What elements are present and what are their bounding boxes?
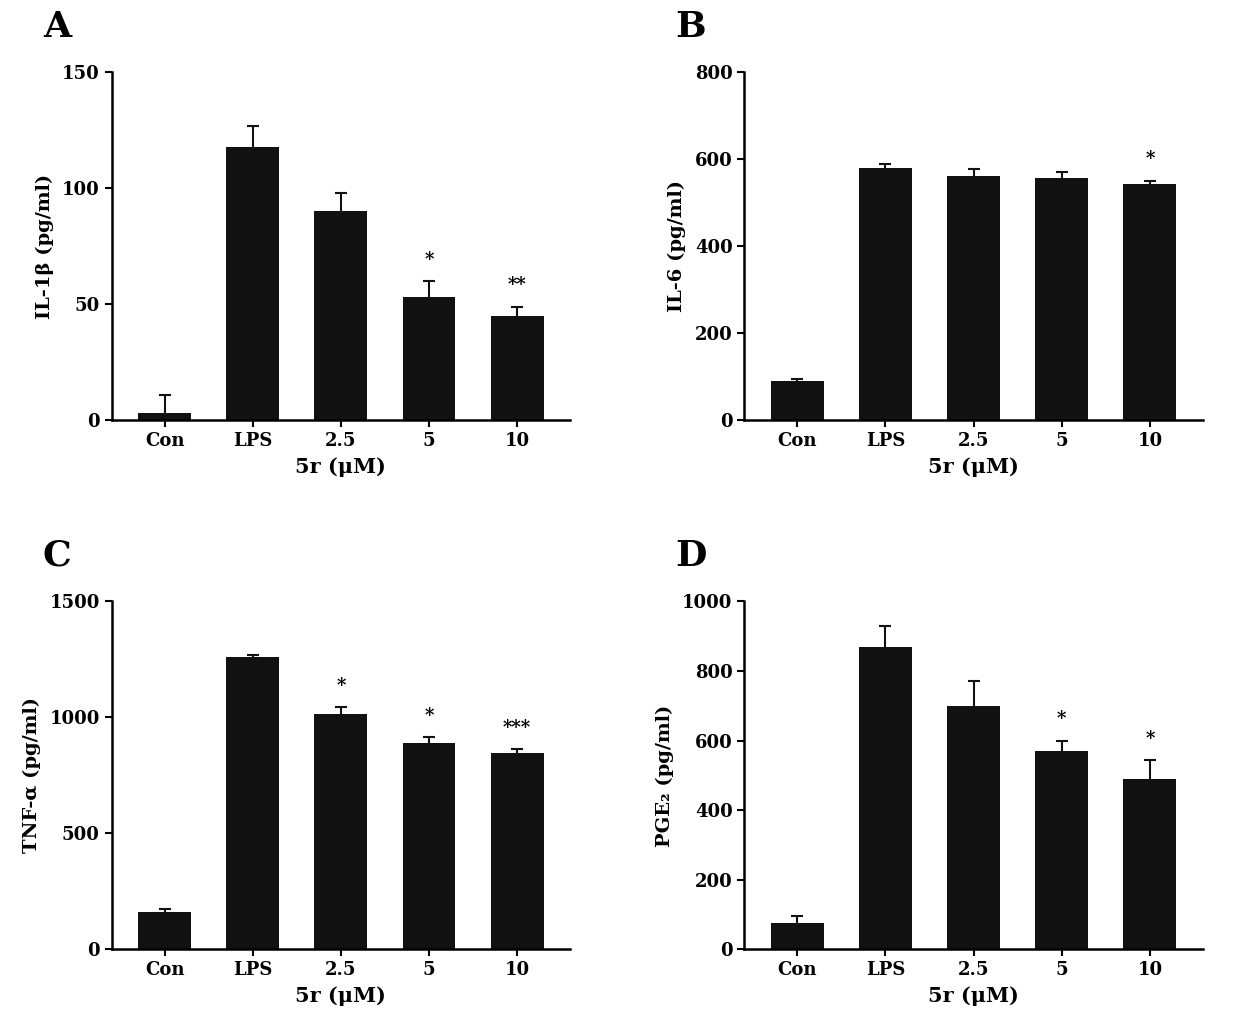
X-axis label: 5r (μM): 5r (μM): [928, 987, 1019, 1006]
Bar: [1123, 184, 1177, 420]
Bar: [403, 743, 455, 949]
Bar: [947, 706, 999, 949]
Text: *: *: [336, 677, 346, 695]
Text: *: *: [1146, 730, 1154, 747]
Text: D: D: [676, 539, 707, 573]
Text: *: *: [1056, 710, 1066, 729]
Bar: [859, 168, 911, 420]
X-axis label: 5r (μM): 5r (μM): [295, 987, 387, 1006]
Bar: [226, 147, 279, 420]
Bar: [947, 175, 999, 420]
Bar: [226, 657, 279, 949]
Text: A: A: [43, 9, 71, 43]
Bar: [315, 714, 367, 949]
Bar: [1035, 178, 1089, 420]
Y-axis label: IL-6 (pg/ml): IL-6 (pg/ml): [668, 181, 687, 313]
Bar: [403, 297, 455, 420]
Text: C: C: [43, 539, 72, 573]
Text: B: B: [676, 9, 706, 43]
Text: ***: ***: [503, 718, 531, 737]
Text: **: **: [508, 277, 527, 294]
X-axis label: 5r (μM): 5r (μM): [928, 457, 1019, 477]
Bar: [1123, 779, 1177, 949]
Text: *: *: [424, 707, 434, 724]
Bar: [138, 912, 191, 949]
Text: *: *: [424, 251, 434, 269]
Y-axis label: IL-1β (pg/ml): IL-1β (pg/ml): [36, 173, 53, 319]
Y-axis label: TNF-α (pg/ml): TNF-α (pg/ml): [22, 698, 41, 853]
Bar: [859, 647, 911, 949]
Bar: [491, 753, 543, 949]
Text: *: *: [1146, 151, 1154, 168]
Bar: [138, 414, 191, 420]
Y-axis label: PGE₂ (pg/ml): PGE₂ (pg/ml): [656, 704, 673, 846]
X-axis label: 5r (μM): 5r (μM): [295, 457, 387, 477]
Bar: [315, 212, 367, 420]
Bar: [771, 924, 823, 949]
Bar: [1035, 751, 1089, 949]
Bar: [491, 316, 543, 420]
Bar: [771, 381, 823, 420]
